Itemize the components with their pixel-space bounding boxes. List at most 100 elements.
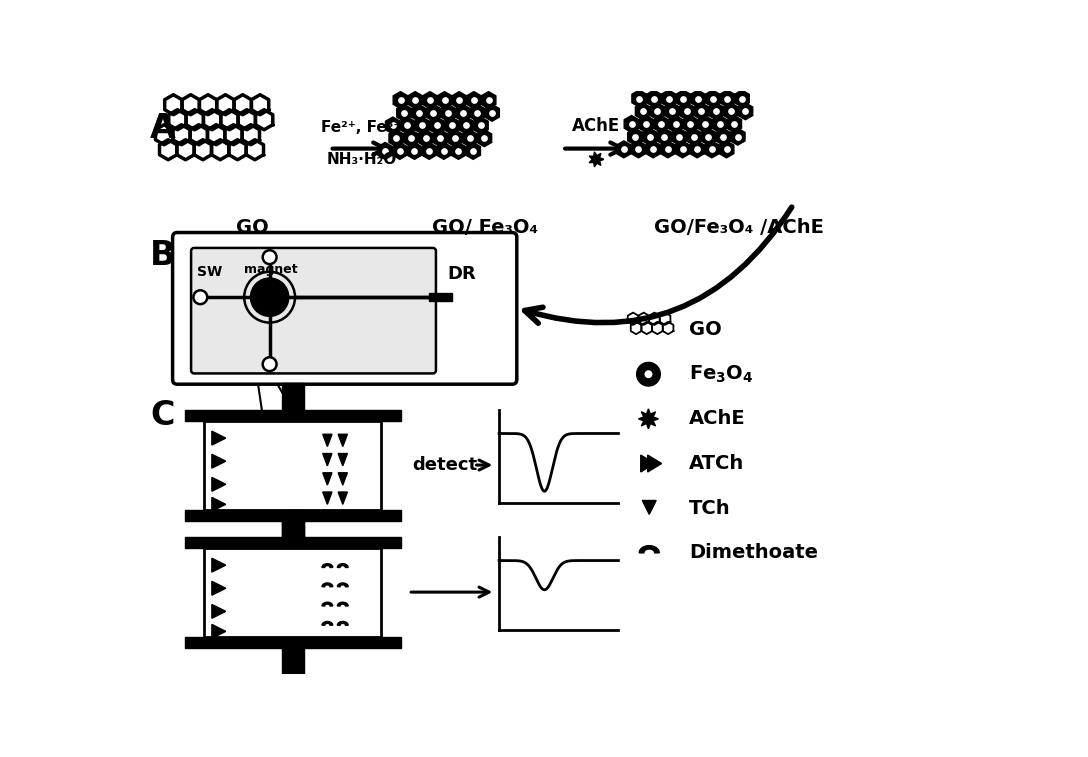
Polygon shape [683,116,697,132]
Polygon shape [662,90,676,107]
Polygon shape [408,92,422,108]
Text: DR: DR [448,266,477,283]
Polygon shape [639,116,654,132]
Polygon shape [724,103,738,120]
Polygon shape [676,141,690,157]
Polygon shape [288,569,300,582]
Polygon shape [323,492,332,504]
Polygon shape [697,116,713,132]
Polygon shape [212,478,225,491]
Polygon shape [252,441,264,456]
Polygon shape [323,453,332,466]
Polygon shape [286,431,298,445]
Polygon shape [430,117,444,134]
Polygon shape [484,104,499,121]
Polygon shape [280,579,292,593]
Polygon shape [635,103,650,120]
Polygon shape [422,142,436,160]
Circle shape [638,363,659,385]
Text: Dimethoate: Dimethoate [690,544,818,562]
Polygon shape [701,128,716,145]
Polygon shape [657,128,671,145]
Text: ATCh: ATCh [690,454,744,473]
Polygon shape [250,558,262,572]
Text: TCh: TCh [690,499,731,518]
Text: GO/ Fe₃O₄: GO/ Fe₃O₄ [432,218,539,237]
Polygon shape [456,104,470,121]
Polygon shape [639,409,658,429]
Polygon shape [322,603,333,606]
Polygon shape [734,90,750,107]
Polygon shape [323,435,332,447]
Polygon shape [640,546,659,553]
Polygon shape [397,104,411,121]
Polygon shape [415,117,430,134]
Polygon shape [691,90,705,107]
Polygon shape [646,90,662,107]
Polygon shape [268,452,280,466]
Text: AChE: AChE [690,410,746,428]
Bar [282,384,304,410]
Text: Fe²⁺, Fe³⁺: Fe²⁺, Fe³⁺ [321,120,401,135]
Polygon shape [433,129,447,147]
Polygon shape [337,583,348,587]
Polygon shape [694,103,708,120]
Polygon shape [730,128,745,145]
Polygon shape [632,90,646,107]
Polygon shape [323,473,332,485]
Polygon shape [337,564,348,568]
Polygon shape [671,128,687,145]
Polygon shape [462,129,477,147]
Polygon shape [337,603,348,606]
Polygon shape [631,141,646,157]
Polygon shape [625,116,639,132]
Bar [185,637,400,647]
Polygon shape [676,90,691,107]
Polygon shape [212,604,225,618]
Polygon shape [477,129,492,147]
Polygon shape [641,455,655,472]
Text: magnet: magnet [245,263,298,276]
Polygon shape [668,116,683,132]
Polygon shape [337,621,348,625]
Text: GO: GO [690,320,722,339]
Text: NH₃·H₂O: NH₃·H₂O [326,151,396,167]
Text: SW: SW [197,265,222,279]
Polygon shape [470,104,484,121]
Polygon shape [288,441,300,456]
FancyBboxPatch shape [191,248,436,373]
Polygon shape [642,500,656,514]
Polygon shape [322,564,333,568]
Polygon shape [687,128,701,145]
Circle shape [643,369,654,379]
Polygon shape [650,103,665,120]
Polygon shape [400,117,415,134]
Circle shape [194,290,207,304]
Polygon shape [322,583,333,587]
Polygon shape [264,441,276,456]
Polygon shape [407,142,422,160]
Polygon shape [250,431,262,445]
Polygon shape [280,452,292,466]
Text: A: A [150,112,176,145]
Polygon shape [390,129,404,147]
Bar [185,537,400,548]
Polygon shape [647,455,662,472]
Polygon shape [338,435,347,447]
Polygon shape [244,452,256,466]
Text: C: C [150,399,175,431]
Polygon shape [617,141,631,157]
Polygon shape [411,104,426,121]
Polygon shape [473,117,489,134]
Polygon shape [274,431,286,445]
Polygon shape [690,141,705,157]
Polygon shape [244,579,256,593]
Polygon shape [212,454,225,468]
Bar [429,294,453,301]
Polygon shape [378,142,393,160]
Text: B: B [150,239,176,273]
Polygon shape [212,497,225,511]
Polygon shape [276,441,288,456]
Polygon shape [738,103,753,120]
Polygon shape [705,90,720,107]
